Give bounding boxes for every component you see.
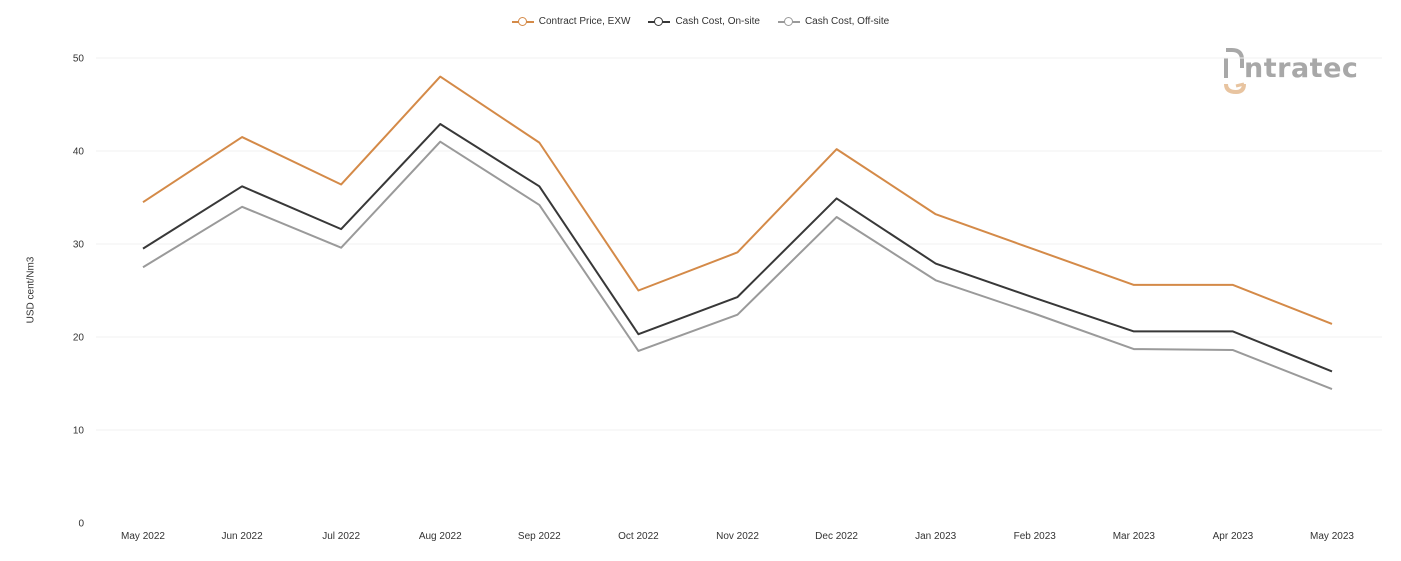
x-tick-label: Mar 2023 [1113, 531, 1156, 542]
series-line-0[interactable] [142, 75, 1333, 325]
y-tick-label: 10 [73, 426, 85, 437]
legend-item-contract-price[interactable]: Contract Price, EXW [511, 16, 631, 27]
series-line-1[interactable] [142, 123, 1333, 373]
legend-label-cash-cost-onsite: Cash Cost, On-site [675, 16, 760, 27]
y-tick-label: 40 [73, 147, 85, 158]
x-tick-label: Nov 2022 [716, 531, 759, 542]
y-tick-label: 50 [73, 54, 85, 65]
x-tick-label: Sep 2022 [518, 531, 561, 542]
legend-marker-contract [511, 16, 534, 27]
legend-label-cash-cost-offsite: Cash Cost, Off-site [804, 16, 890, 27]
x-tick-label: Jan 2023 [915, 531, 957, 542]
x-tick-label: Oct 2022 [618, 531, 659, 542]
x-tick-labels: May 2022 Jun 2022 Jul 2022 Aug 2022 Sep 2022… [121, 531, 1354, 542]
grid-lines [96, 57, 1382, 431]
x-tick-label: Aug 2022 [419, 531, 462, 542]
x-tick-label: May 2023 [1310, 531, 1354, 542]
legend-item-cash-cost-offsite[interactable]: Cash Cost, Off-site [777, 16, 890, 27]
x-tick-label: Feb 2023 [1014, 531, 1057, 542]
legend-item-cash-cost-onsite[interactable]: Cash Cost, On-site [648, 16, 760, 27]
x-tick-label: Apr 2023 [1213, 531, 1254, 542]
y-tick-label: 30 [73, 240, 85, 251]
x-tick-label: May 2022 [121, 531, 165, 542]
series-lines [142, 75, 1333, 391]
intratec-logo-mark-icon [1224, 48, 1246, 95]
y-tick-label: 0 [78, 519, 84, 530]
x-tick-label: Jun 2022 [222, 531, 264, 542]
y-tick-labels: 0 10 20 30 40 50 [73, 54, 85, 530]
legend-label-contract-price: Contract Price, EXW [538, 16, 631, 27]
chart-legend: Contract Price, EXW Cash Cost, On-site C… [0, 16, 1401, 27]
series-line-2[interactable] [142, 140, 1333, 391]
x-tick-label: Dec 2022 [815, 531, 858, 542]
y-tick-label: 20 [73, 333, 85, 344]
legend-marker-onsite [648, 16, 671, 27]
x-tick-label: Jul 2022 [322, 531, 360, 542]
legend-marker-offsite [777, 16, 800, 27]
